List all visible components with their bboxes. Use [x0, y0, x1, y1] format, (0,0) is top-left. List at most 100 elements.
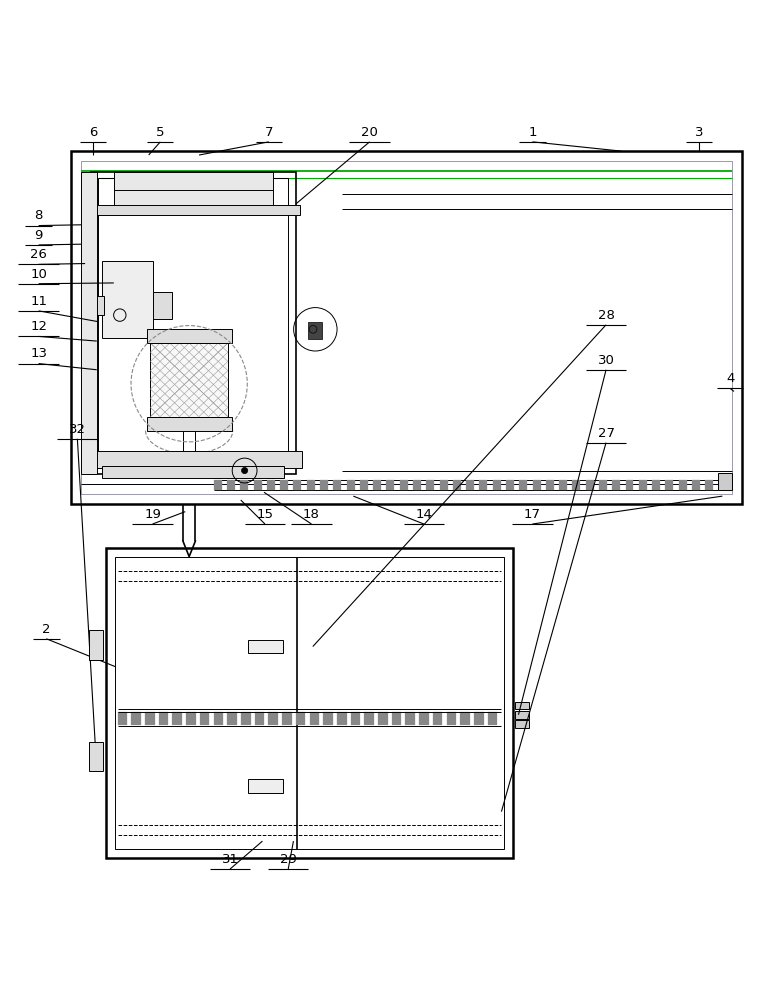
Bar	[466, 480, 474, 490]
Bar	[248, 640, 283, 653]
Bar	[453, 480, 461, 490]
Text: 30: 30	[598, 354, 615, 367]
Bar	[152, 292, 172, 319]
Bar	[718, 473, 732, 490]
Text: 28: 28	[598, 309, 615, 322]
Bar	[86, 205, 300, 215]
Bar	[323, 712, 333, 725]
Bar	[227, 480, 235, 490]
Bar	[479, 480, 487, 490]
Bar	[81, 161, 731, 494]
Bar	[705, 480, 713, 490]
Bar	[337, 712, 346, 725]
Text: 7: 7	[265, 126, 273, 139]
Bar	[150, 343, 228, 417]
Bar	[173, 712, 182, 725]
Bar	[90, 172, 296, 474]
Bar	[268, 712, 278, 725]
Bar	[254, 480, 261, 490]
Bar	[114, 172, 273, 207]
Bar	[214, 712, 223, 725]
Text: 5: 5	[156, 126, 165, 139]
Bar	[612, 480, 620, 490]
Bar	[433, 712, 443, 725]
Text: 9: 9	[34, 229, 43, 242]
Text: 32: 32	[69, 423, 86, 436]
Bar	[186, 712, 196, 725]
Bar	[106, 548, 513, 858]
Bar	[351, 712, 360, 725]
Bar	[146, 329, 232, 343]
Text: 13: 13	[30, 347, 47, 360]
Bar	[267, 480, 275, 490]
Text: 26: 26	[30, 248, 47, 261]
Bar	[241, 712, 251, 725]
Bar	[248, 779, 283, 793]
Circle shape	[241, 467, 247, 474]
Bar	[145, 712, 155, 725]
Bar	[532, 480, 541, 490]
Bar	[447, 712, 456, 725]
Text: 15: 15	[257, 508, 273, 521]
Text: 11: 11	[30, 295, 47, 308]
Bar	[89, 630, 103, 660]
Bar	[519, 480, 527, 490]
Bar	[115, 557, 503, 849]
Bar	[333, 480, 342, 490]
Bar	[320, 480, 328, 490]
Bar	[88, 296, 103, 315]
Bar	[102, 261, 152, 338]
Bar	[146, 417, 232, 431]
Bar	[307, 480, 315, 490]
Text: 6: 6	[89, 126, 97, 139]
Bar	[652, 480, 660, 490]
Bar	[254, 712, 265, 725]
Bar	[692, 480, 700, 490]
Bar	[492, 480, 501, 490]
Bar	[296, 712, 306, 725]
Bar	[514, 711, 528, 719]
Bar	[240, 480, 248, 490]
Text: 31: 31	[222, 853, 239, 866]
Text: 20: 20	[361, 126, 378, 139]
Bar	[546, 480, 554, 490]
Bar	[488, 712, 497, 725]
Text: 10: 10	[30, 268, 47, 281]
Bar	[514, 720, 528, 728]
Bar	[84, 451, 302, 468]
Text: 27: 27	[598, 427, 615, 440]
Bar	[159, 712, 168, 725]
Bar	[293, 480, 301, 490]
Bar	[102, 466, 284, 478]
Text: 29: 29	[280, 853, 296, 866]
Bar	[426, 480, 434, 490]
Text: 2: 2	[42, 623, 51, 636]
Bar	[413, 480, 421, 490]
Bar	[405, 712, 415, 725]
Bar	[586, 480, 594, 490]
Bar	[280, 480, 288, 490]
Text: 14: 14	[415, 508, 433, 521]
Bar	[364, 712, 374, 725]
Bar	[474, 712, 484, 725]
Bar	[514, 702, 528, 709]
Bar	[678, 480, 687, 490]
Text: 18: 18	[303, 508, 320, 521]
Bar	[214, 480, 222, 490]
Text: 3: 3	[695, 126, 703, 139]
Bar	[117, 712, 128, 725]
Bar	[392, 712, 401, 725]
Bar	[200, 712, 209, 725]
Bar	[461, 712, 470, 725]
Bar	[400, 480, 408, 490]
Bar	[573, 480, 580, 490]
Bar	[131, 712, 141, 725]
Bar	[227, 712, 237, 725]
Text: 4: 4	[726, 372, 734, 385]
Bar	[282, 712, 292, 725]
Text: 1: 1	[528, 126, 537, 139]
Text: 8: 8	[34, 209, 43, 222]
Bar	[665, 480, 673, 490]
Bar	[307, 322, 321, 339]
Bar	[71, 151, 741, 504]
